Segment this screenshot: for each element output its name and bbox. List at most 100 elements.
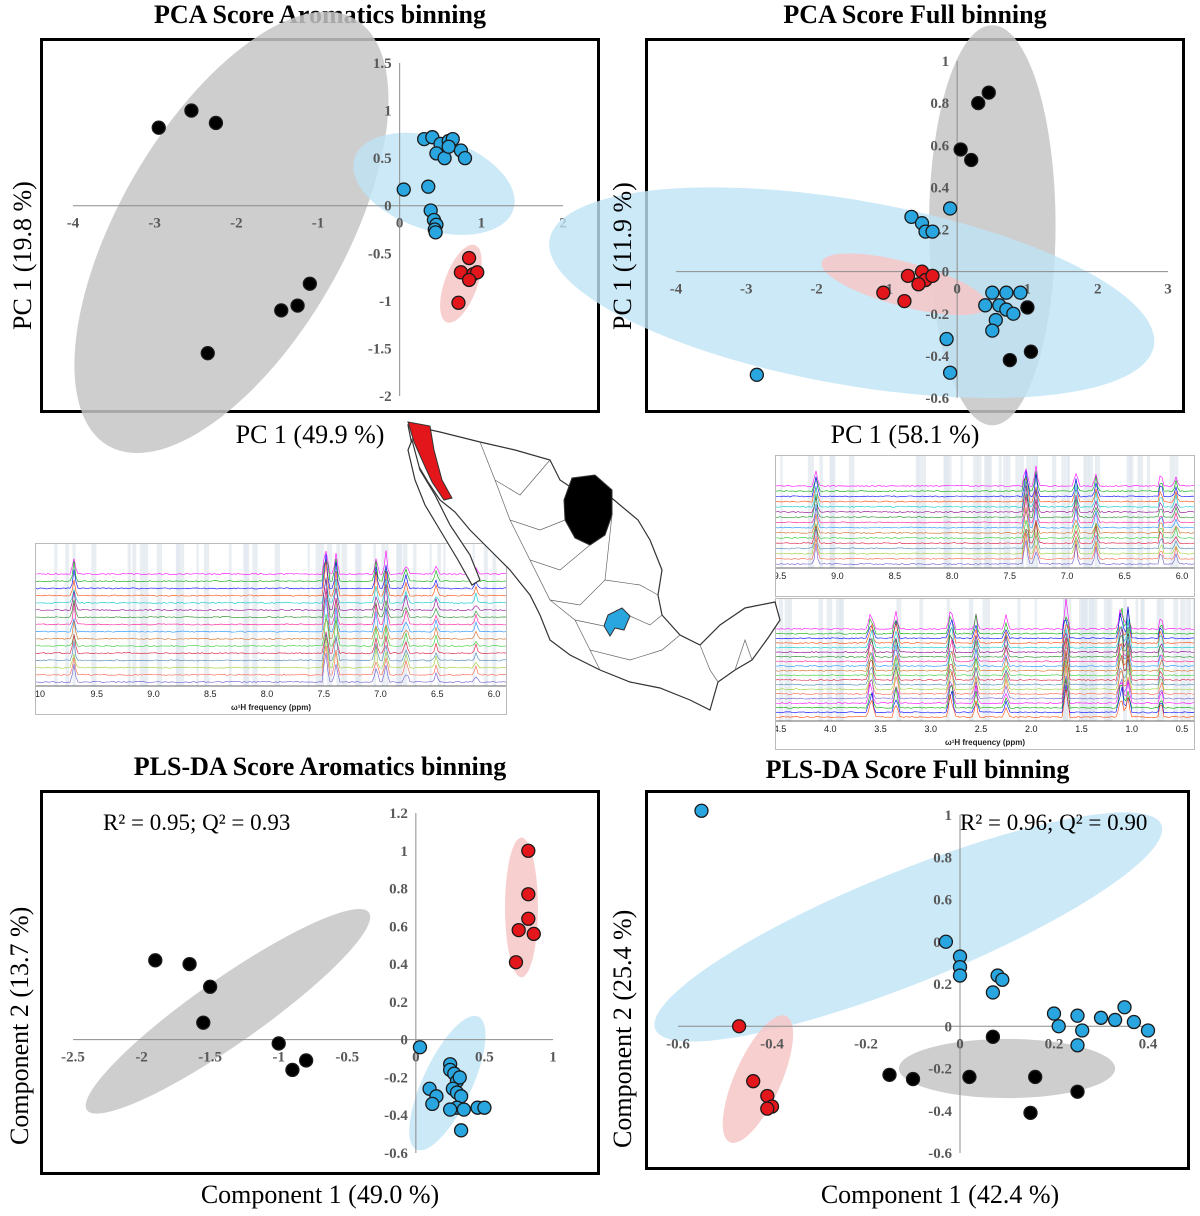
x-tick-label: 0: [412, 1050, 420, 1066]
data-point-blue: [428, 225, 443, 240]
bin-shade: [472, 544, 475, 686]
bin-shade: [985, 599, 990, 721]
data-point-blue: [904, 209, 919, 225]
data-point-blue: [1075, 1023, 1090, 1038]
data-point-black: [905, 1071, 921, 1087]
data-point-blue: [1070, 1008, 1085, 1023]
spectrum-tick-label: 7.0: [1061, 571, 1074, 581]
data-point-blue: [985, 285, 1000, 300]
bin-shade: [196, 544, 199, 686]
plsda-aromatics-plot: -2.5 -2 -1.5 -1 -0.5 0 0.5 1 -0.6 -0.4 -0.2 0 0.2 0.4…: [40, 790, 600, 1175]
x-tick-label: 3: [1164, 282, 1172, 298]
bin-shade: [72, 544, 76, 686]
data-point-blue: [441, 139, 456, 154]
bin-shade: [1175, 456, 1179, 568]
bin-shade: [1135, 599, 1139, 721]
bin-shade: [1081, 599, 1088, 721]
spectrum-trace: [776, 530, 1194, 555]
data-point-blue: [1140, 1023, 1156, 1038]
x-tick-label: -1.5: [198, 1050, 222, 1066]
y-tick-label: 0.6: [389, 919, 408, 935]
spectrum-trace: [776, 619, 1194, 649]
spectrum-trace: [776, 657, 1194, 686]
bin-shade: [807, 456, 814, 568]
data-point-red: [731, 1019, 747, 1034]
x-tick-label: -0.5: [335, 1050, 359, 1066]
bin-shade: [274, 544, 281, 686]
data-point-blue: [749, 367, 764, 382]
spectrum-trace: [776, 599, 1194, 630]
data-point-black: [271, 1036, 286, 1051]
data-point-black: [985, 1029, 1001, 1044]
bin-shade: [1093, 599, 1098, 721]
x-tick-label: 0: [396, 216, 404, 232]
bin-shade: [307, 544, 310, 686]
spectrum-trace: [776, 519, 1194, 545]
spectrum-tick-label: 8.0: [946, 571, 959, 581]
y-tick-label: -1.5: [368, 341, 392, 357]
y-tick-label: -0.6: [928, 1146, 952, 1162]
spectrum-trace: [36, 618, 506, 640]
y-tick-label: -0.4: [925, 349, 949, 365]
confidence-ellipse-blue: [409, 1015, 486, 1151]
spectrum-trace: [36, 589, 506, 619]
data-point-red: [451, 295, 466, 310]
data-point-blue: [477, 1100, 492, 1115]
data-point-blue: [995, 972, 1010, 987]
plsda-full-ylabel: Component 2 (25.4 %): [608, 909, 637, 1148]
data-point-black: [953, 142, 968, 157]
bin-shade: [968, 599, 974, 721]
y-tick-label: -1: [379, 294, 392, 310]
full-nmr-spectra-aromatic-region: 9.5 9.0 8.5 8.0 7.5 7.0 6.5 6.0: [775, 455, 1195, 597]
plsda-full-xlabel: Component 1 (42.4 %): [820, 1180, 1060, 1209]
x-tick-label: -2.5: [61, 1050, 85, 1066]
y-tick-label: 0: [945, 1019, 953, 1035]
x-tick-label: -4: [67, 216, 80, 232]
bin-shade: [319, 544, 325, 686]
data-point-blue: [942, 201, 958, 216]
data-point-blue: [412, 1040, 428, 1055]
data-point-blue: [442, 1102, 458, 1117]
bin-shade: [818, 599, 823, 721]
bin-shade: [1034, 599, 1037, 721]
data-point-black: [208, 115, 224, 131]
confidence-ellipse-red: [821, 253, 988, 316]
data-point-blue: [925, 224, 940, 239]
full-nmr-spectra-aliphatic-region: 4.5 4.0 3.5 3.0 2.5 2.0 1.5 1.0 0.5 ω¹H frequency…: [775, 598, 1195, 750]
bin-shade: [1015, 456, 1020, 568]
pca-aromatics-xlabel: PC 1 (49.9 %): [235, 420, 385, 449]
spectrum-tick-label: 9.0: [831, 571, 844, 581]
bin-shade: [989, 456, 992, 568]
spectrum-trace: [776, 470, 1194, 498]
bin-shade: [1158, 599, 1165, 721]
bin-shade: [839, 599, 844, 721]
y-tick-label: 0.4: [389, 957, 408, 973]
y-tick-label: 0.8: [389, 882, 408, 898]
bin-shade: [127, 544, 131, 686]
baja-peninsula: [407, 438, 481, 586]
data-point-black: [184, 103, 199, 118]
data-point-black: [964, 152, 979, 168]
bin-shade: [437, 544, 441, 686]
bin-shade: [960, 456, 963, 568]
x-tick-label: -3: [148, 216, 161, 232]
spectrum-trace: [776, 503, 1194, 529]
y-tick-label: 0.2: [933, 977, 952, 993]
bin-shade: [178, 544, 185, 686]
spectrum-trace: [776, 480, 1194, 508]
plsda-aromatics-stats: R² = 0.95; Q² = 0.93: [103, 810, 291, 835]
y-tick-label: -2: [379, 389, 392, 405]
x-tick-label: -1: [272, 1050, 285, 1066]
bin-shade: [982, 599, 986, 721]
spectrum-trace: [776, 637, 1194, 668]
spectrum-trace: [776, 496, 1194, 524]
data-point-blue: [456, 1102, 472, 1117]
data-point-blue: [1013, 285, 1028, 300]
bin-shade: [336, 544, 341, 686]
x-tick-label: -2: [230, 216, 243, 232]
data-point-blue: [1107, 1012, 1123, 1028]
bin-shade: [176, 544, 180, 686]
confidence-ellipse-red: [440, 244, 482, 323]
data-point-red: [911, 277, 926, 292]
x-tick-label: -0.6: [666, 1036, 690, 1052]
